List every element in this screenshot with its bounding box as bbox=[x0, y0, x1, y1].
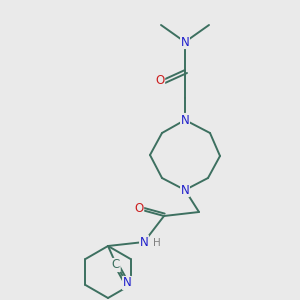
Text: N: N bbox=[181, 184, 189, 196]
Text: O: O bbox=[134, 202, 144, 214]
Text: O: O bbox=[155, 74, 165, 88]
Text: N: N bbox=[181, 35, 189, 49]
Text: N: N bbox=[181, 113, 189, 127]
Text: N: N bbox=[123, 277, 131, 290]
Text: H: H bbox=[153, 238, 161, 248]
Text: N: N bbox=[140, 236, 148, 248]
Text: C: C bbox=[112, 259, 120, 272]
